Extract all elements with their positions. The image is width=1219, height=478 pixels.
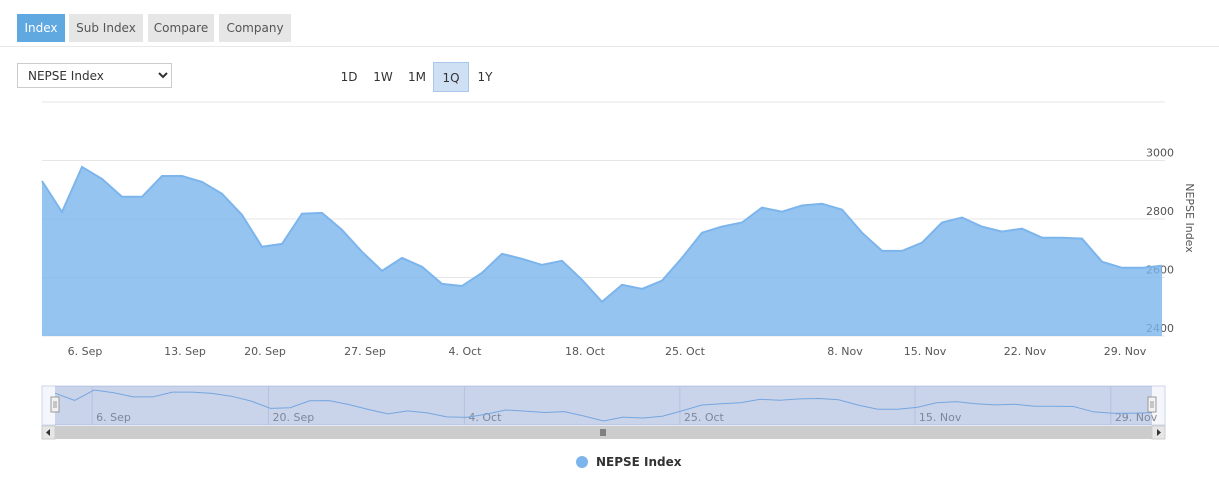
x-tick-label: 29. Nov xyxy=(1104,345,1147,358)
legend-label[interactable]: NEPSE Index xyxy=(596,455,682,469)
range-button[interactable]: 1Y xyxy=(477,70,493,84)
range-button[interactable]: 1D xyxy=(340,70,358,84)
y-axis-title: NEPSE Index xyxy=(1183,183,1196,253)
navigator-line xyxy=(54,389,1153,422)
navigator-label: 6. Sep xyxy=(96,411,131,424)
x-tick-label: 13. Sep xyxy=(164,345,206,358)
tab[interactable]: Sub Index xyxy=(69,14,143,42)
line xyxy=(41,165,1163,304)
range-button[interactable]: 1M xyxy=(408,70,426,84)
range-button[interactable]: 1Q xyxy=(433,62,469,92)
x-tick-label: 8. Nov xyxy=(827,345,863,358)
x-tick-label: 27. Sep xyxy=(344,345,386,358)
y-tick-label: 3000 xyxy=(1146,147,1174,160)
navigator-label: 15. Nov xyxy=(919,411,962,424)
divider xyxy=(0,46,1219,47)
x-tick-label: 22. Nov xyxy=(1004,345,1047,358)
scroll-arrow xyxy=(1157,429,1161,436)
navigator-handle[interactable] xyxy=(50,396,60,413)
x-tick-label: 4. Oct xyxy=(448,345,482,358)
range-button[interactable]: 1W xyxy=(373,70,393,84)
navigator-background xyxy=(41,385,1166,426)
area xyxy=(42,166,1162,336)
tab[interactable]: Index xyxy=(17,14,65,42)
tab[interactable]: Company xyxy=(219,14,291,42)
navigator-label: 4. Oct xyxy=(468,411,502,424)
x-tick-label: 15. Nov xyxy=(904,345,947,358)
navigator-mask xyxy=(55,386,1152,425)
scroll-arrow xyxy=(46,429,50,436)
navigator-handle[interactable] xyxy=(1147,396,1157,413)
x-tick-label: 25. Oct xyxy=(665,345,706,358)
x-tick-label: 18. Oct xyxy=(565,345,606,358)
navigator-label: 20. Sep xyxy=(272,411,314,424)
navigator-label: 25. Oct xyxy=(684,411,725,424)
tab[interactable]: Compare xyxy=(148,14,214,42)
x-tick-label: 20. Sep xyxy=(244,345,286,358)
navigator-label: 29. Nov xyxy=(1115,411,1158,424)
index-select[interactable]: NEPSE Index xyxy=(17,63,172,88)
legend-symbol xyxy=(576,456,588,468)
x-tick-label: 6. Sep xyxy=(68,345,103,358)
y-tick-label: 2800 xyxy=(1146,205,1174,218)
